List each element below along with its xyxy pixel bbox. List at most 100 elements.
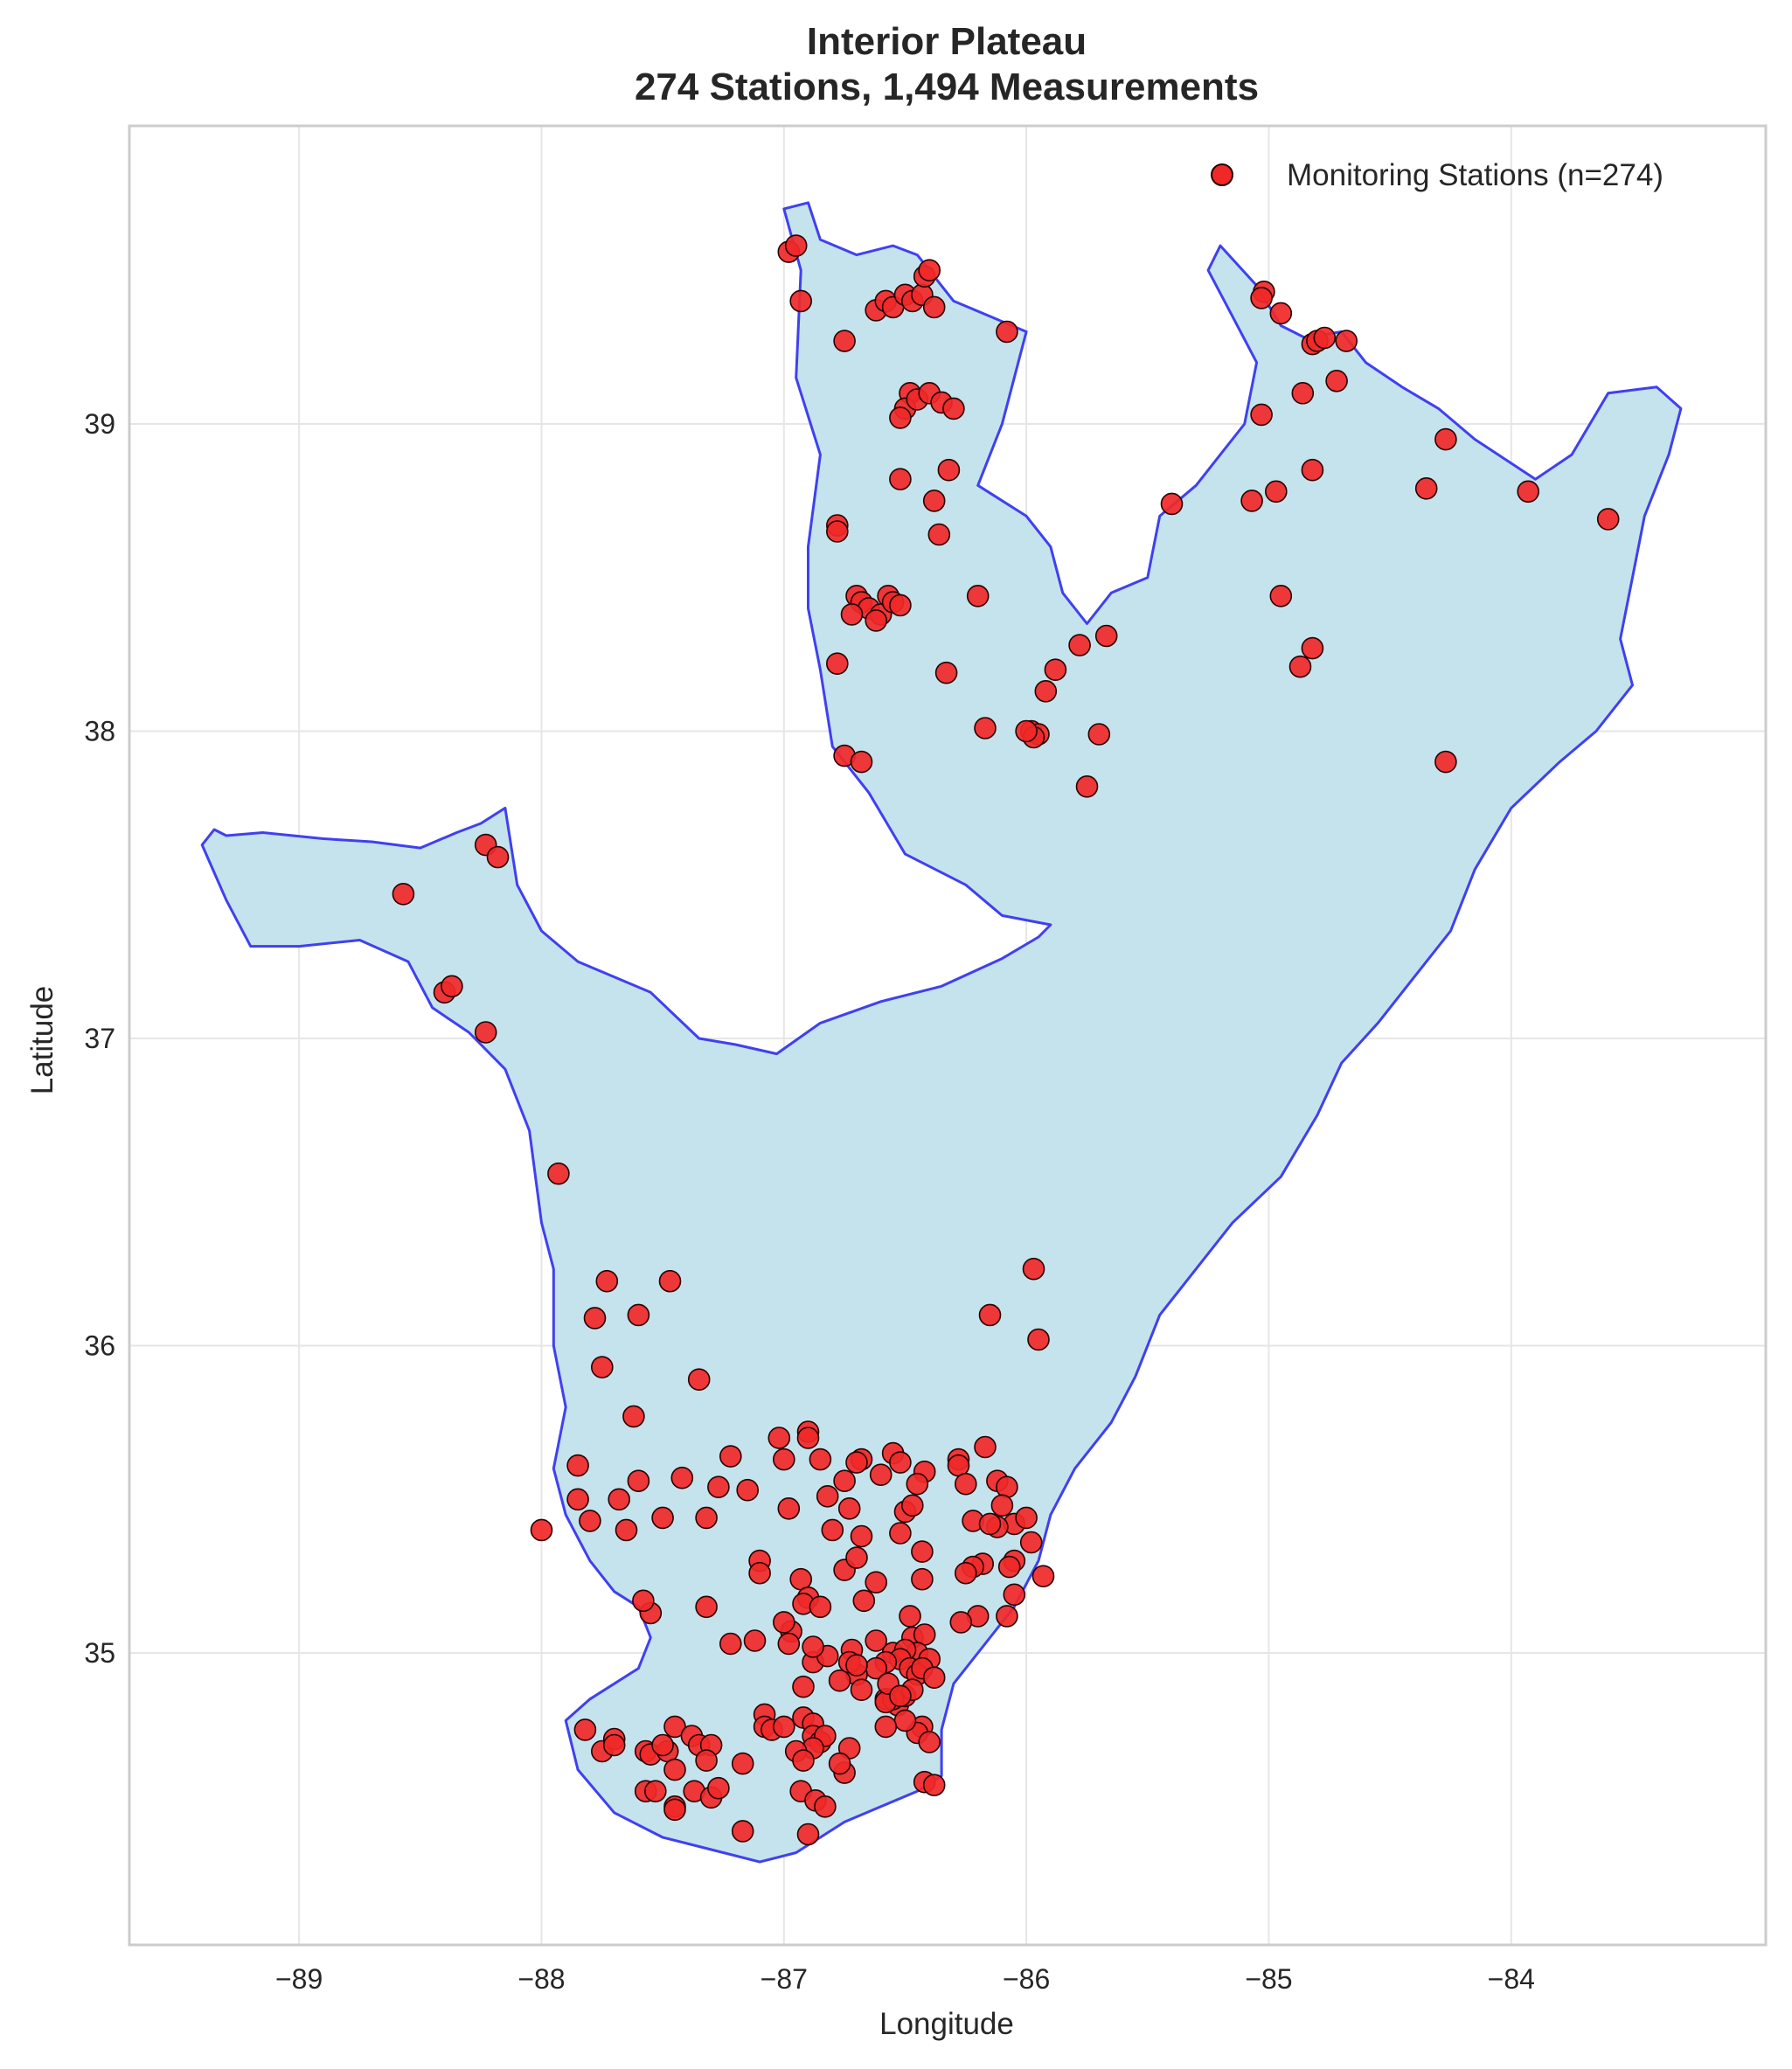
station-point [784, 234, 808, 257]
station-point [1250, 287, 1273, 309]
station-point [573, 1718, 597, 1741]
station-point [889, 1451, 912, 1474]
station-point [695, 1506, 718, 1530]
station-point [583, 1307, 607, 1330]
station-point [547, 1162, 570, 1185]
station-point [1325, 369, 1348, 392]
station-point [695, 1749, 718, 1772]
station-point [809, 1448, 832, 1471]
station-point [1269, 584, 1293, 608]
region-layer [200, 201, 1683, 1864]
station-point [974, 1435, 997, 1459]
station-point [719, 1445, 742, 1468]
y-axis-label: Latitude [25, 986, 59, 1095]
station-point [772, 1611, 795, 1634]
station-point [922, 1666, 946, 1689]
station-point [893, 1709, 917, 1732]
station-point [1269, 302, 1293, 325]
x-tick-labels: −89 −88 −87 −86 −85 −84 [275, 1963, 1535, 1995]
y-tick-labels: 35 36 37 38 39 [84, 408, 115, 1669]
station-point [663, 1798, 686, 1822]
station-point [743, 1629, 767, 1652]
station-point [1087, 723, 1111, 746]
station-point [899, 1605, 921, 1628]
station-point [978, 1512, 1002, 1536]
station-point [978, 1303, 1002, 1327]
station-point [707, 1475, 730, 1498]
station-point [845, 1451, 868, 1474]
station-point [1313, 326, 1337, 350]
station-point [777, 1632, 801, 1656]
x-tick-label: −89 [275, 1963, 323, 1995]
x-tick-label: −84 [1488, 1963, 1535, 1995]
station-point [772, 1448, 795, 1471]
station-point [814, 1795, 837, 1818]
station-point [918, 259, 941, 282]
station-point [670, 1466, 694, 1489]
station-point [874, 1715, 898, 1739]
station-point [1517, 480, 1539, 503]
station-point [663, 1758, 686, 1781]
station-point [663, 1715, 686, 1739]
x-tick-label: −86 [1003, 1963, 1050, 1995]
station-point [579, 1510, 601, 1532]
station-point [949, 1611, 973, 1634]
x-axis-label: Longitude [879, 2007, 1014, 2041]
station-point [889, 468, 912, 491]
station-point [1596, 508, 1620, 531]
station-point [974, 717, 997, 739]
station-point [687, 1368, 711, 1391]
station-point [922, 489, 946, 512]
region-polygon [200, 201, 1683, 1864]
station-point [1075, 774, 1099, 798]
station-point [802, 1635, 824, 1658]
station-point [1250, 403, 1273, 427]
station-point [1414, 476, 1438, 500]
station-point [731, 1820, 754, 1843]
station-point [1031, 1565, 1055, 1587]
station-point [996, 320, 1018, 344]
station-point [922, 295, 946, 319]
station-point [1291, 381, 1315, 405]
station-point [821, 1518, 844, 1542]
station-point [1301, 458, 1324, 482]
station-point [695, 1595, 718, 1619]
station-point [1068, 634, 1091, 656]
station-point [937, 458, 961, 482]
station-point [595, 1269, 619, 1293]
station-point [934, 661, 958, 684]
station-point [1022, 1257, 1045, 1281]
station-point [911, 1567, 934, 1591]
station-point [828, 1669, 851, 1692]
station-point [1301, 636, 1324, 660]
station-point [845, 1654, 868, 1677]
plot-frame [128, 124, 1768, 1947]
station-point [922, 1774, 946, 1796]
station-point [927, 523, 951, 546]
station-point [996, 1605, 1018, 1628]
station-point [441, 975, 463, 998]
legend-marker [1211, 163, 1233, 186]
station-point [1015, 1506, 1038, 1530]
station-point [643, 1780, 667, 1802]
station-point [1015, 719, 1038, 743]
station-point [566, 1454, 589, 1477]
station-point [590, 1356, 614, 1378]
station-point [792, 1675, 815, 1698]
station-point [850, 1678, 873, 1701]
station-point [869, 1463, 893, 1486]
station-point [845, 1546, 868, 1569]
x-tick-label: −85 [1245, 1963, 1292, 1995]
y-tick-label: 38 [84, 715, 115, 746]
station-point [707, 1776, 730, 1800]
station-point [837, 1497, 861, 1520]
station-point [1003, 1583, 1026, 1607]
station-point [627, 1303, 650, 1327]
station-point [651, 1733, 674, 1757]
station-point [777, 1497, 801, 1520]
station-point [651, 1506, 674, 1530]
x-tick-label: −88 [517, 1963, 565, 1995]
station-point [889, 1522, 912, 1545]
station-point [942, 397, 965, 420]
station-point [911, 1540, 934, 1563]
